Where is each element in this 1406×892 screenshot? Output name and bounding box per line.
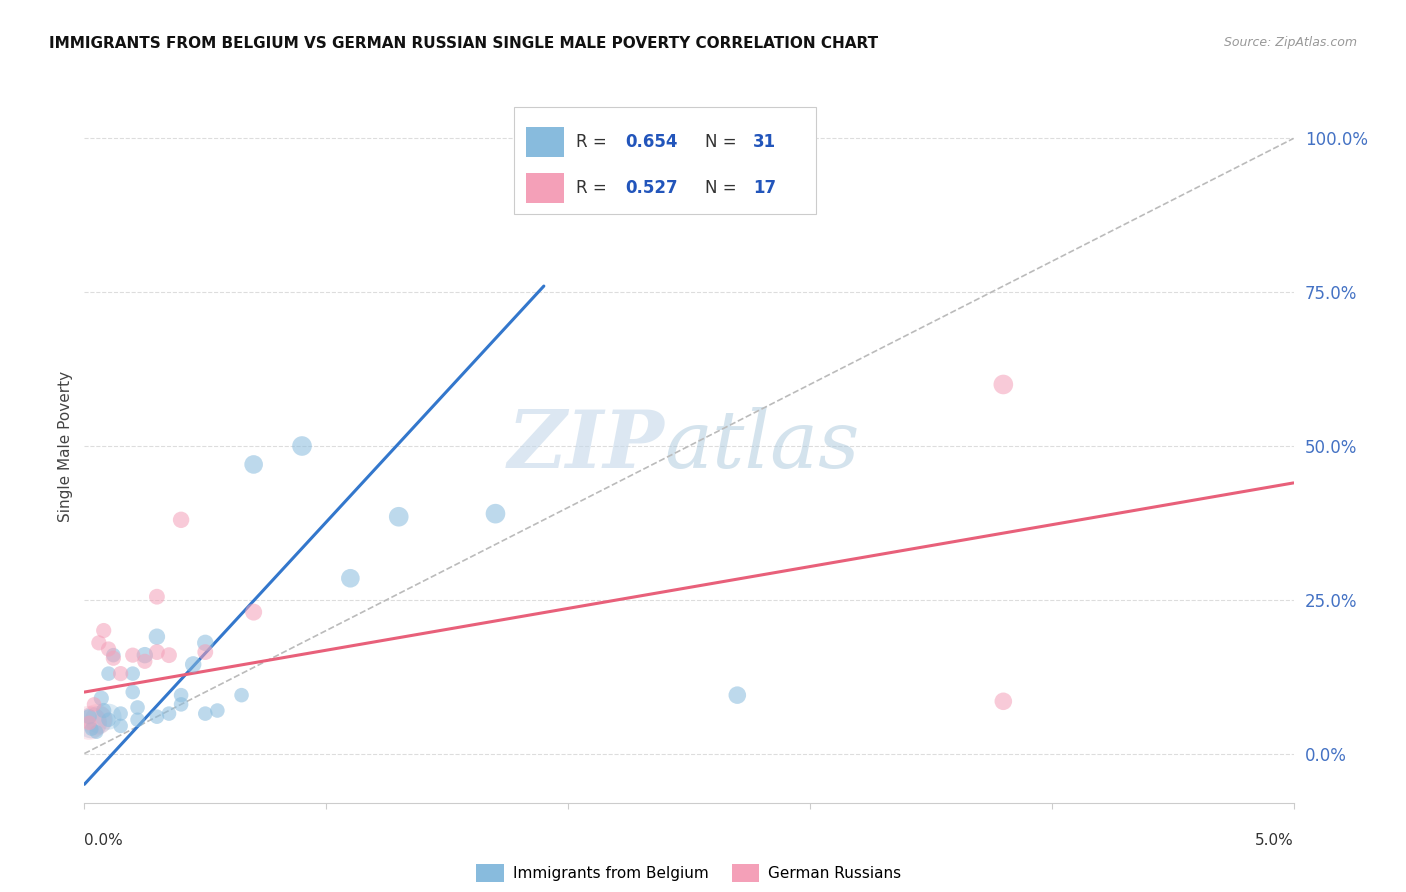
Point [146, 645, 169, 659]
Point [93, 704, 115, 718]
Point [388, 509, 411, 524]
Point [110, 666, 132, 681]
Point [157, 706, 180, 721]
Point [77, 715, 100, 730]
Point [121, 685, 143, 699]
Text: 0.0%: 0.0% [84, 833, 124, 848]
Point [291, 439, 314, 453]
Point [993, 694, 1015, 708]
Point [97, 666, 120, 681]
Y-axis label: Single Male Poverty: Single Male Poverty [58, 370, 73, 522]
Point [725, 688, 748, 702]
Point [80, 722, 103, 736]
Point [97, 642, 120, 657]
Text: 0.654: 0.654 [624, 133, 678, 151]
Point [170, 698, 193, 712]
Point [86, 713, 108, 727]
Point [110, 706, 132, 721]
Point [484, 507, 506, 521]
Text: IMMIGRANTS FROM BELGIUM VS GERMAN RUSSIAN SINGLE MALE POVERTY CORRELATION CHART: IMMIGRANTS FROM BELGIUM VS GERMAN RUSSIA… [49, 36, 879, 51]
Point [194, 636, 217, 650]
Point [80, 715, 103, 730]
FancyBboxPatch shape [526, 173, 564, 203]
Point [97, 713, 120, 727]
Point [121, 666, 143, 681]
Point [146, 630, 169, 644]
Point [103, 651, 125, 665]
Point [83, 698, 105, 712]
Text: 0.527: 0.527 [624, 179, 678, 197]
Point [134, 648, 156, 662]
Point [90, 691, 112, 706]
Point [194, 645, 217, 659]
FancyBboxPatch shape [513, 107, 815, 214]
Point [121, 648, 143, 662]
Point [110, 719, 132, 733]
Point [207, 704, 229, 718]
Point [170, 513, 193, 527]
Text: R =: R = [576, 133, 613, 151]
Point [127, 700, 149, 714]
Legend: Immigrants from Belgium, German Russians: Immigrants from Belgium, German Russians [470, 858, 908, 888]
Point [181, 657, 204, 672]
Text: R =: R = [576, 179, 613, 197]
Text: ZIP: ZIP [508, 408, 665, 484]
Point [77, 709, 100, 723]
Point [77, 715, 100, 730]
Point [103, 648, 125, 662]
Text: 5.0%: 5.0% [1254, 833, 1294, 848]
Point [87, 636, 110, 650]
Point [993, 377, 1015, 392]
Point [97, 709, 120, 723]
Point [339, 571, 361, 585]
Point [146, 709, 169, 723]
Point [170, 688, 193, 702]
Point [242, 458, 264, 472]
Point [87, 713, 110, 727]
Text: N =: N = [704, 179, 741, 197]
Point [134, 654, 156, 668]
Point [127, 713, 149, 727]
FancyBboxPatch shape [526, 127, 564, 157]
Point [86, 725, 108, 739]
Text: Source: ZipAtlas.com: Source: ZipAtlas.com [1223, 36, 1357, 49]
Text: atlas: atlas [665, 408, 860, 484]
Text: 31: 31 [754, 133, 776, 151]
Point [194, 706, 217, 721]
Point [242, 605, 264, 619]
Point [231, 688, 253, 702]
Point [146, 590, 169, 604]
Text: N =: N = [704, 133, 741, 151]
Point [157, 648, 180, 662]
Point [93, 624, 115, 638]
Text: 17: 17 [754, 179, 776, 197]
